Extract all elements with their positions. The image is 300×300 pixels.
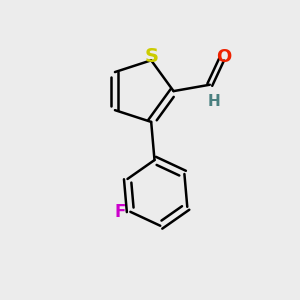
Text: O: O [216,48,232,66]
Text: F: F [114,203,126,221]
Text: H: H [208,94,221,109]
Text: S: S [144,47,158,66]
